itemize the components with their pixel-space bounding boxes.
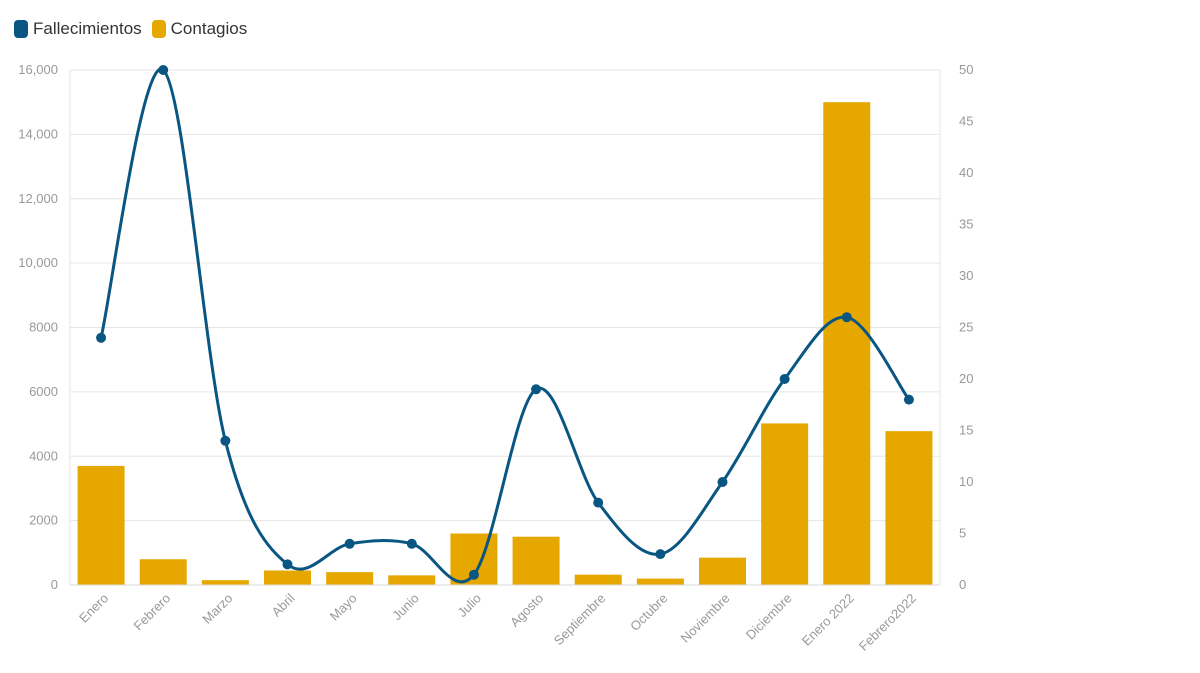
x-tick-label: Noviembre: [678, 591, 733, 646]
left-tick-label: 14,000: [18, 126, 58, 141]
left-tick-label: 16,000: [18, 62, 58, 77]
left-tick-label: 4000: [29, 448, 58, 463]
line-point: [96, 332, 107, 343]
bar: [885, 431, 933, 585]
line-point: [282, 559, 293, 570]
x-tick-label: Enero 2022: [799, 591, 857, 649]
x-tick-label: Febrero2022: [856, 591, 919, 654]
bar: [699, 557, 746, 585]
x-tick-label: Octubre: [627, 591, 670, 634]
x-tick-label: Diciembre: [743, 591, 795, 643]
x-tick-label: Abril: [269, 590, 298, 619]
x-tick-label: Mayo: [327, 591, 360, 624]
legend-item-contagios[interactable]: Contagios: [151, 19, 248, 39]
bar: [388, 575, 436, 585]
legend-swatch-contagios: [151, 20, 166, 38]
x-tick-label: Marzo: [199, 591, 235, 627]
line-point: [779, 374, 790, 384]
left-tick-label: 6000: [29, 384, 58, 399]
bar: [823, 102, 871, 585]
line-point: [903, 394, 914, 405]
line-point: [841, 312, 852, 323]
line-point: [344, 538, 355, 549]
right-tick-label: 5: [959, 526, 966, 541]
line-point: [655, 549, 666, 560]
right-tick-label: 10: [959, 474, 973, 489]
right-tick-label: 0: [959, 577, 966, 592]
line-point: [593, 497, 604, 508]
right-tick-label: 45: [959, 114, 973, 129]
right-tick-label: 15: [959, 423, 973, 438]
legend-item-fallecimientos[interactable]: Fallecimientos: [14, 19, 142, 39]
right-tick-label: 50: [959, 62, 973, 77]
left-tick-label: 0: [51, 577, 58, 592]
x-tick-label: Septiembre: [551, 591, 609, 649]
legend-label-fallecimientos: Fallecimientos: [33, 19, 142, 38]
left-tick-label: 10,000: [18, 255, 58, 270]
line-point: [158, 65, 169, 75]
left-tick-label: 2000: [29, 513, 58, 528]
bar: [574, 574, 622, 585]
x-tick-label: Enero: [76, 591, 111, 626]
right-tick-label: 30: [959, 268, 973, 283]
line-point: [468, 569, 479, 580]
x-tick-label: Agosto: [507, 591, 546, 630]
grid-lines: [70, 69, 940, 586]
right-tick-label: 25: [959, 320, 973, 335]
line-point: [531, 384, 542, 395]
line-series-fallecimientos: [96, 65, 914, 584]
bar: [264, 570, 311, 585]
right-tick-label: 40: [959, 165, 973, 180]
left-tick-label: 12,000: [18, 191, 58, 206]
bar: [77, 465, 125, 585]
bar: [139, 559, 187, 585]
line-point: [220, 435, 231, 446]
bar: [512, 536, 560, 585]
x-tick-label: Febrero: [131, 591, 174, 634]
bar: [326, 572, 374, 585]
bar: [761, 423, 809, 585]
line-point: [406, 538, 417, 549]
legend-label-contagios: Contagios: [170, 19, 248, 38]
x-axis: Enero Febrero Marzo Abril Mayo Junio Julio Agos…: [70, 584, 940, 654]
bar-series-contagios: [77, 102, 933, 585]
x-tick-label: Junio: [389, 591, 422, 624]
left-tick-label: 8000: [29, 320, 58, 335]
chart-legend: Fallecimientos Contagios: [14, 19, 251, 39]
right-axis: 0 5 10 15 20 25 30 35 40 45 50: [939, 62, 973, 592]
legend-swatch-fallecimientos: [14, 20, 28, 38]
x-tick-label: Julio: [455, 591, 485, 621]
right-tick-label: 35: [959, 217, 973, 232]
line-path: [99, 67, 911, 584]
right-tick-label: 20: [959, 371, 973, 386]
bar: [636, 578, 684, 585]
left-axis: 0 2000 4000 6000 8000 10,000 12,000 14,000 16,00…: [18, 62, 71, 592]
line-point: [717, 477, 728, 487]
bar: [201, 580, 249, 585]
